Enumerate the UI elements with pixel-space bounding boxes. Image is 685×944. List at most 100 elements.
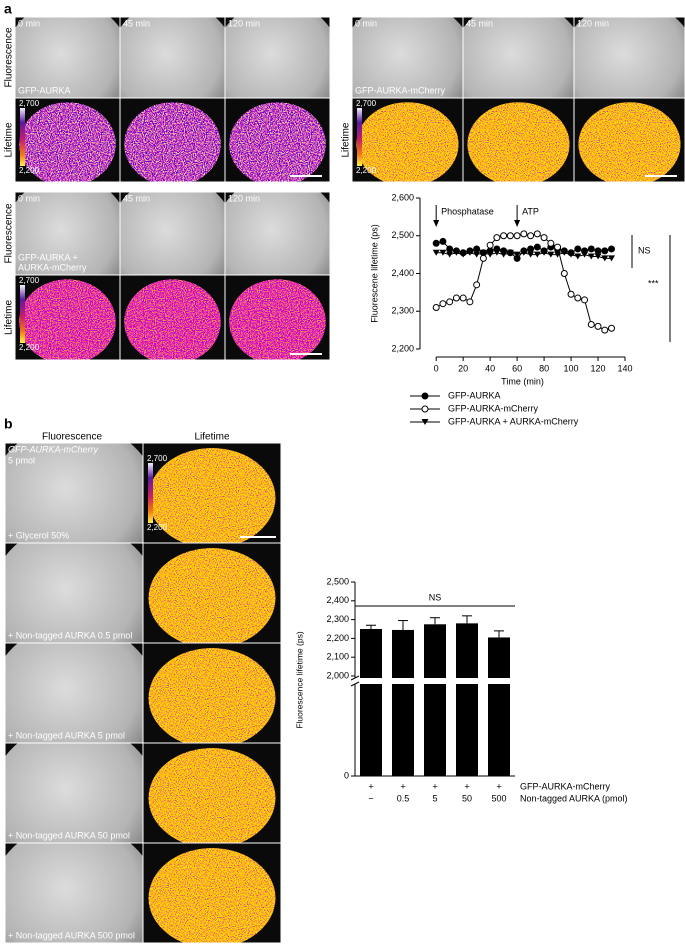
cell-image <box>148 748 276 843</box>
marker <box>479 249 487 256</box>
marker <box>513 251 521 258</box>
y-tick-label: 2,500 <box>326 576 349 586</box>
colorbar-label: 2,700 <box>19 276 40 285</box>
marker <box>581 296 589 304</box>
marker <box>567 290 575 298</box>
y-tick-label: 0 <box>344 770 349 780</box>
marker <box>527 245 535 253</box>
cell-image <box>463 17 574 98</box>
significance-label: NS <box>429 592 442 602</box>
micrograph <box>143 743 281 843</box>
micrograph <box>352 17 463 98</box>
marker <box>479 254 487 262</box>
y-tick-label: 2,300 <box>326 614 349 624</box>
y-tick-label: 2,300 <box>391 306 414 316</box>
marker <box>608 324 616 332</box>
marker <box>432 303 440 311</box>
marker <box>574 253 582 260</box>
marker <box>520 230 528 238</box>
x-tick-label: 0.5 <box>397 793 410 803</box>
micrograph <box>574 17 685 98</box>
marker <box>567 251 575 258</box>
marker <box>452 249 460 256</box>
cell-image <box>120 192 225 275</box>
micrograph <box>143 643 281 743</box>
marker <box>486 251 494 258</box>
marker <box>587 320 595 328</box>
cell-image <box>5 843 143 943</box>
marker <box>540 234 548 242</box>
cell-image <box>5 543 143 643</box>
sample-amount: 5 pmol <box>8 455 35 465</box>
marker <box>446 251 454 258</box>
y-tick-label: 2,500 <box>391 230 414 240</box>
marker <box>533 243 541 251</box>
group-label: AURKA-mCherry <box>18 262 87 272</box>
colorbar-label: 2,200 <box>147 523 168 532</box>
cell-image <box>124 279 221 360</box>
legend-marker <box>421 405 429 413</box>
significance-label: NS <box>638 245 651 255</box>
x-tick-label: + <box>496 781 501 791</box>
micrograph <box>120 98 225 182</box>
annotation: ATP <box>522 206 539 216</box>
row-label: Lifetime <box>4 122 15 157</box>
marker <box>601 247 609 255</box>
micrograph <box>225 192 330 275</box>
marker <box>432 249 440 256</box>
time-label: 45 min <box>123 18 150 28</box>
micrograph <box>15 98 120 182</box>
marker <box>493 234 501 242</box>
marker <box>500 232 508 240</box>
y-tick-label: 2,400 <box>391 268 414 278</box>
cell-image <box>15 17 120 98</box>
micrograph <box>143 543 281 643</box>
marker <box>506 232 514 240</box>
colorbar-label: 2,700 <box>356 99 377 108</box>
cell-image <box>229 279 326 360</box>
colorbar-label: 2,700 <box>19 99 40 108</box>
micrograph <box>225 17 330 98</box>
marker <box>466 249 474 256</box>
marker <box>459 294 467 302</box>
group-label: GFP-AURKA-mCherry <box>355 85 446 95</box>
annotation-arrowhead <box>433 220 440 227</box>
cell-image <box>5 743 143 843</box>
cell-image <box>15 192 120 275</box>
marker <box>547 239 555 247</box>
marker <box>594 253 602 260</box>
micrograph <box>143 443 281 543</box>
cell-image <box>574 17 685 98</box>
x-tick-label: 80 <box>539 363 549 373</box>
micrograph <box>5 443 143 543</box>
marker <box>608 245 616 253</box>
x-tick-label: + <box>368 781 373 791</box>
sample-label: GFP-AURKA-mCherry <box>8 444 99 454</box>
x-tick-label: 140 <box>617 363 632 373</box>
marker <box>587 245 595 253</box>
marker <box>473 251 481 258</box>
cell-image <box>225 192 330 275</box>
condition-label: + Glycerol 50% <box>8 530 69 540</box>
micrograph <box>15 17 120 98</box>
time-label: 120 min <box>228 18 260 28</box>
micrograph <box>120 192 225 275</box>
colorbar <box>20 108 25 166</box>
row-label: Lifetime <box>341 122 352 157</box>
cell-image <box>120 17 225 98</box>
micrograph <box>120 17 225 98</box>
condition-label: + Non-tagged AURKA 5 pmol <box>8 730 125 740</box>
colorbar <box>357 108 362 166</box>
row-name: Non-tagged AURKA (pmol) <box>520 793 628 803</box>
time-label: 0 min <box>355 18 377 28</box>
cell-image <box>148 448 276 543</box>
colorbar-label: 2,200 <box>19 166 40 175</box>
marker <box>560 249 568 256</box>
time-label: 45 min <box>466 18 493 28</box>
time-label: 45 min <box>123 193 150 203</box>
micrograph <box>5 843 143 943</box>
legend-label: GFP-AURKA <box>448 390 501 400</box>
axis-break-mark <box>350 681 360 687</box>
marker <box>452 294 460 302</box>
y-tick-label: 2,000 <box>326 670 349 680</box>
